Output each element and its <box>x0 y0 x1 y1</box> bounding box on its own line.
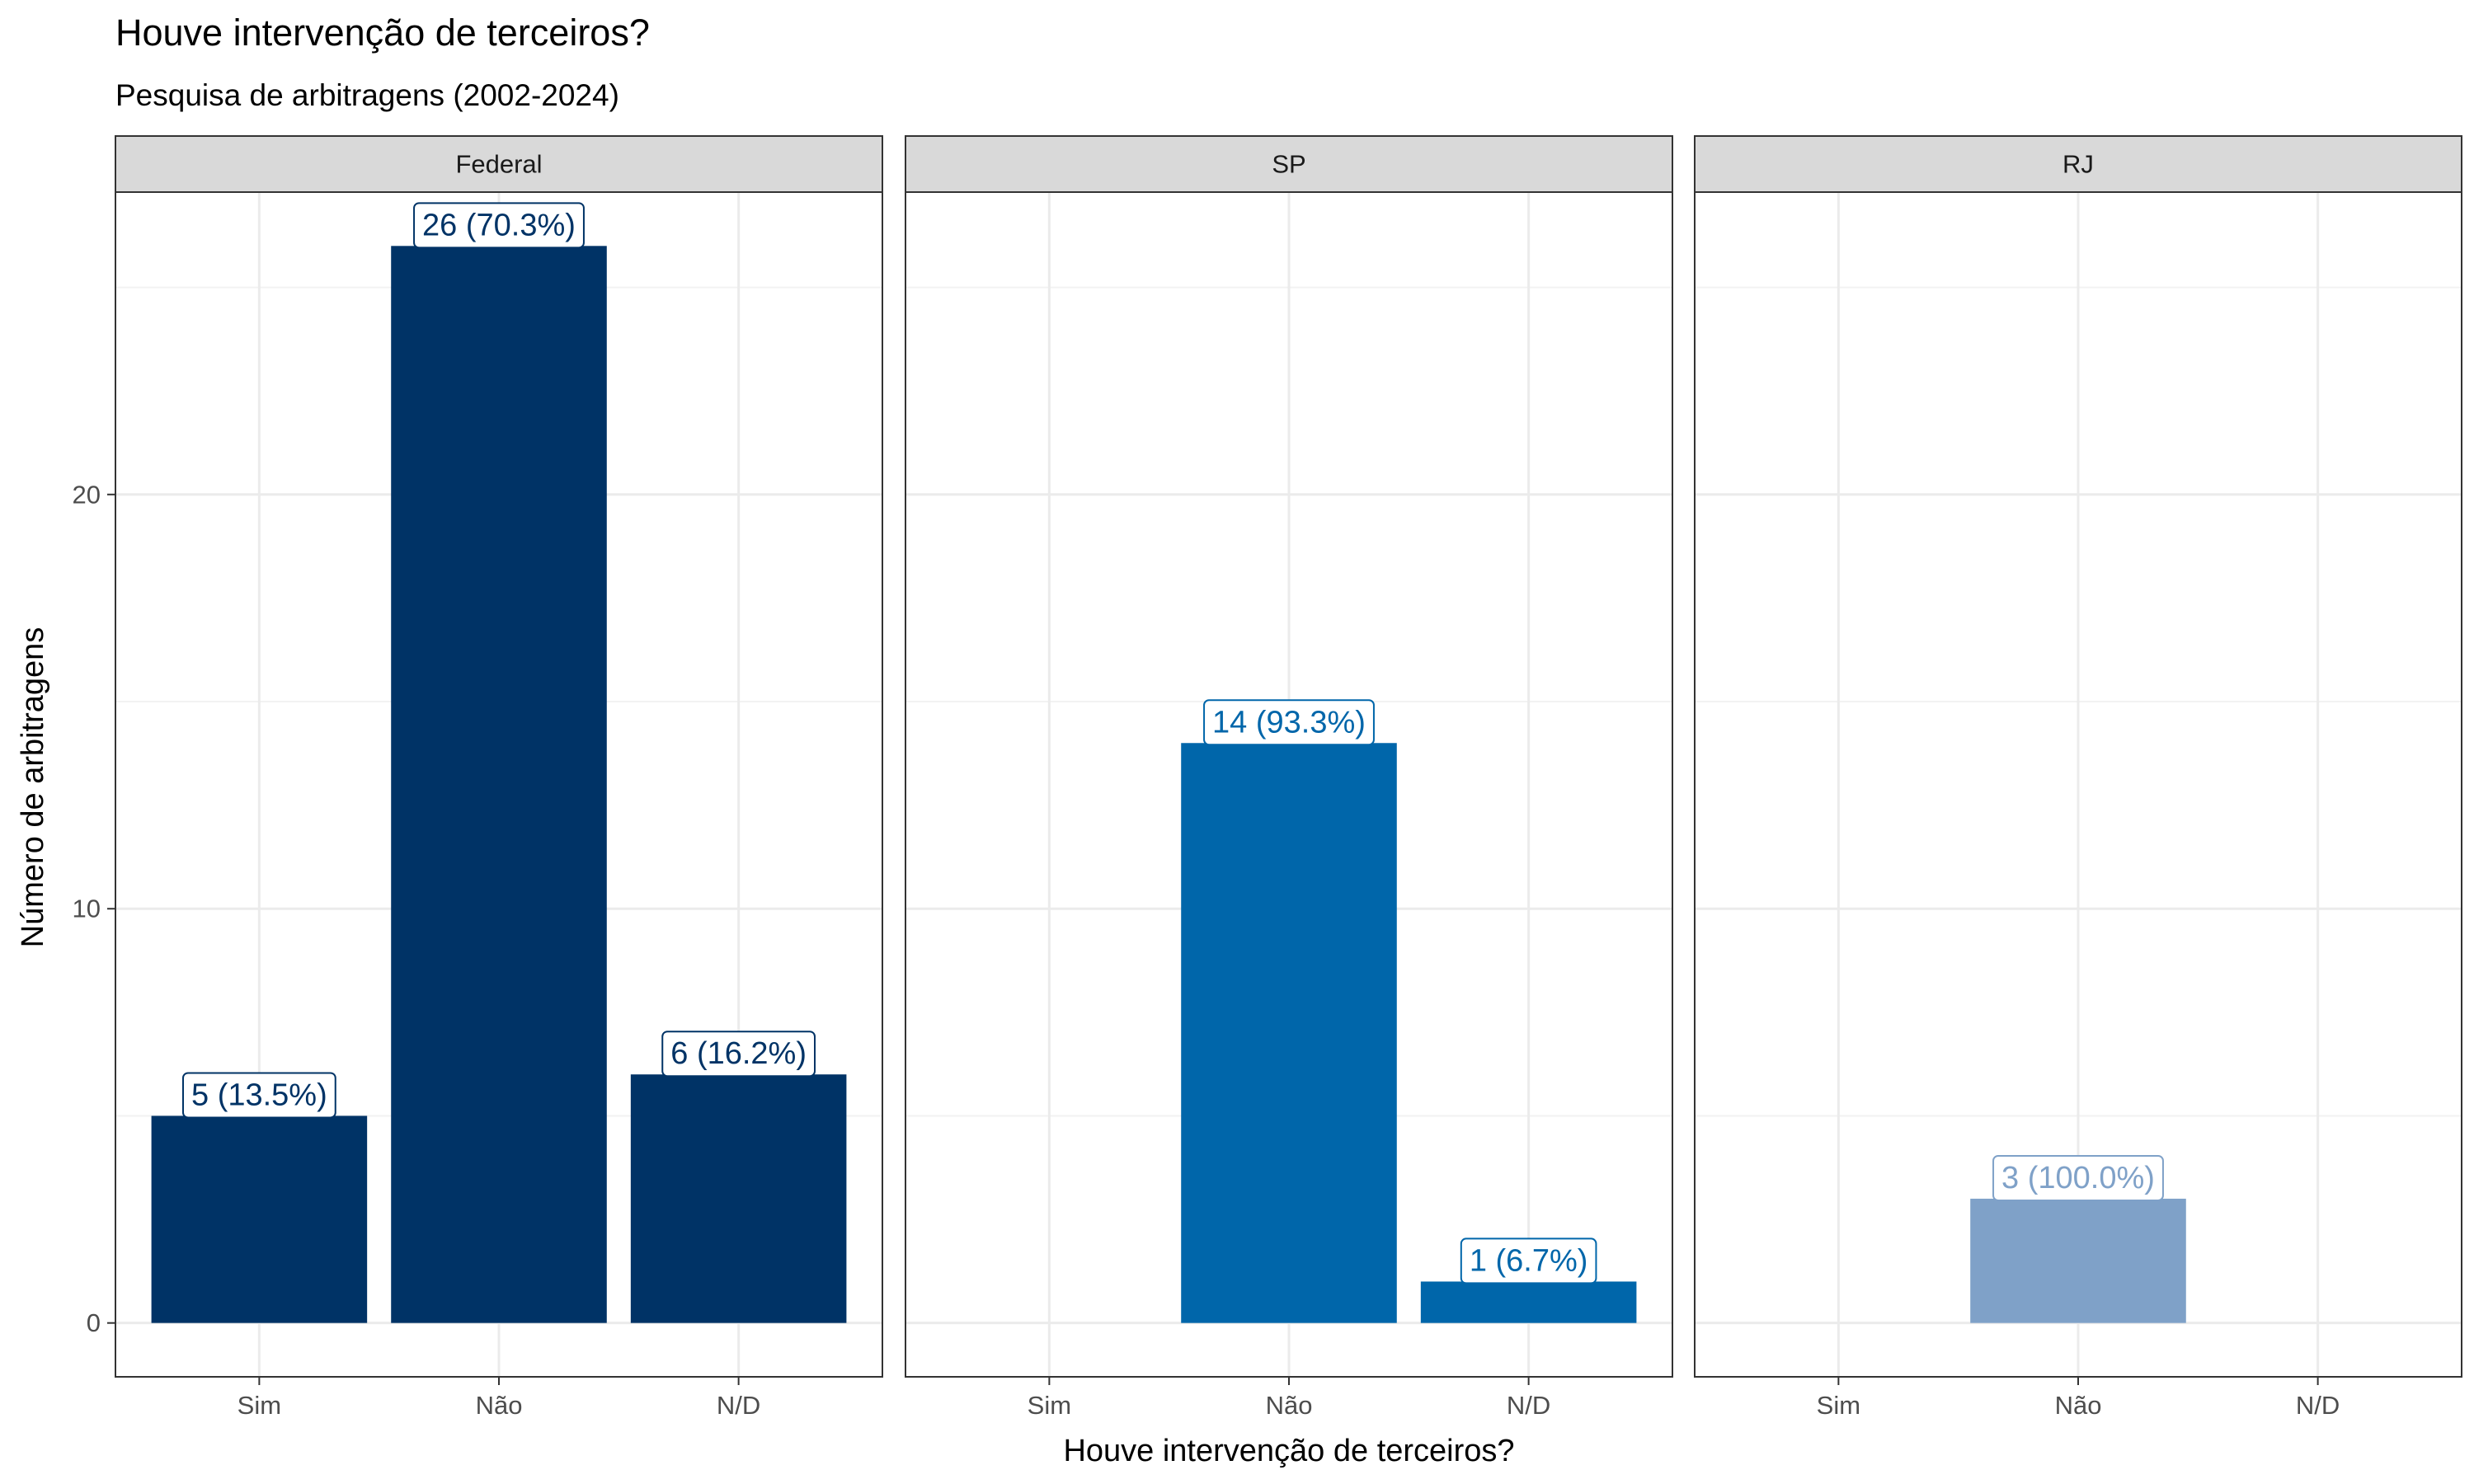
bar <box>1181 743 1397 1323</box>
data-label-box <box>182 1072 336 1119</box>
data-label: 5 (13.5%) <box>191 1078 327 1112</box>
data-label-box <box>1992 1154 2164 1201</box>
chart-title: Houve intervenção de terceiros? <box>115 12 650 54</box>
data-label: 14 (93.3%) <box>1212 705 1366 740</box>
facet-panel: 3 (100.0%) RJ Sim Não N/D <box>1694 135 2462 1420</box>
y-axis-title: Número de arbitragens <box>16 627 50 948</box>
facet-strip <box>115 135 883 193</box>
facet-strip-label: Federal <box>455 150 542 179</box>
x-tick-label: Sim <box>1028 1391 1071 1420</box>
x-tick-label: Sim <box>238 1391 281 1420</box>
facet-panel: 5 (13.5%) 26 (70.3%) 6 (16.2%) Federal Sim Nã… <box>73 135 883 1420</box>
facet-strip-label: SP <box>1272 150 1305 179</box>
data-label: 6 (16.2%) <box>670 1036 807 1071</box>
data-label-box <box>1203 699 1375 746</box>
x-tick-label: Sim <box>1817 1391 1860 1420</box>
bar <box>1420 1281 1637 1323</box>
facet-strip-label: RJ <box>2062 150 2094 179</box>
data-label: 1 (6.7%) <box>1470 1243 1588 1278</box>
x-axis-title: Houve intervenção de terceiros? <box>1063 1434 1514 1468</box>
facet-panels: 5 (13.5%) 26 (70.3%) 6 (16.2%) Federal Sim Nã… <box>73 135 2462 1420</box>
data-label-box <box>413 202 585 249</box>
bar <box>630 1074 847 1323</box>
x-tick-label: Não <box>476 1391 523 1420</box>
y-tick-label: 20 <box>73 480 101 509</box>
x-tick-label: Não <box>2055 1391 2102 1420</box>
x-tick-label: N/D <box>2296 1391 2340 1420</box>
facet-strip <box>905 135 1673 193</box>
bar <box>391 246 607 1323</box>
x-tick-label: N/D <box>1507 1391 1550 1420</box>
x-tick-label: N/D <box>717 1391 760 1420</box>
data-label-box <box>1460 1237 1597 1284</box>
x-tick-label: Não <box>1266 1391 1313 1420</box>
facet-panel: 14 (93.3%) 1 (6.7%) SP Sim Não N/D <box>905 135 1673 1420</box>
data-label: 26 (70.3%) <box>422 208 576 242</box>
y-tick-label: 10 <box>73 895 101 923</box>
bar <box>151 1115 368 1323</box>
chart-subtitle: Pesquisa de arbitragens (2002-2024) <box>115 78 619 112</box>
data-label: 3 (100.0%) <box>2001 1161 2155 1195</box>
bar <box>1970 1198 2186 1323</box>
data-label-box <box>661 1031 816 1078</box>
y-tick-label: 0 <box>87 1308 101 1337</box>
facet-strip <box>1694 135 2462 193</box>
